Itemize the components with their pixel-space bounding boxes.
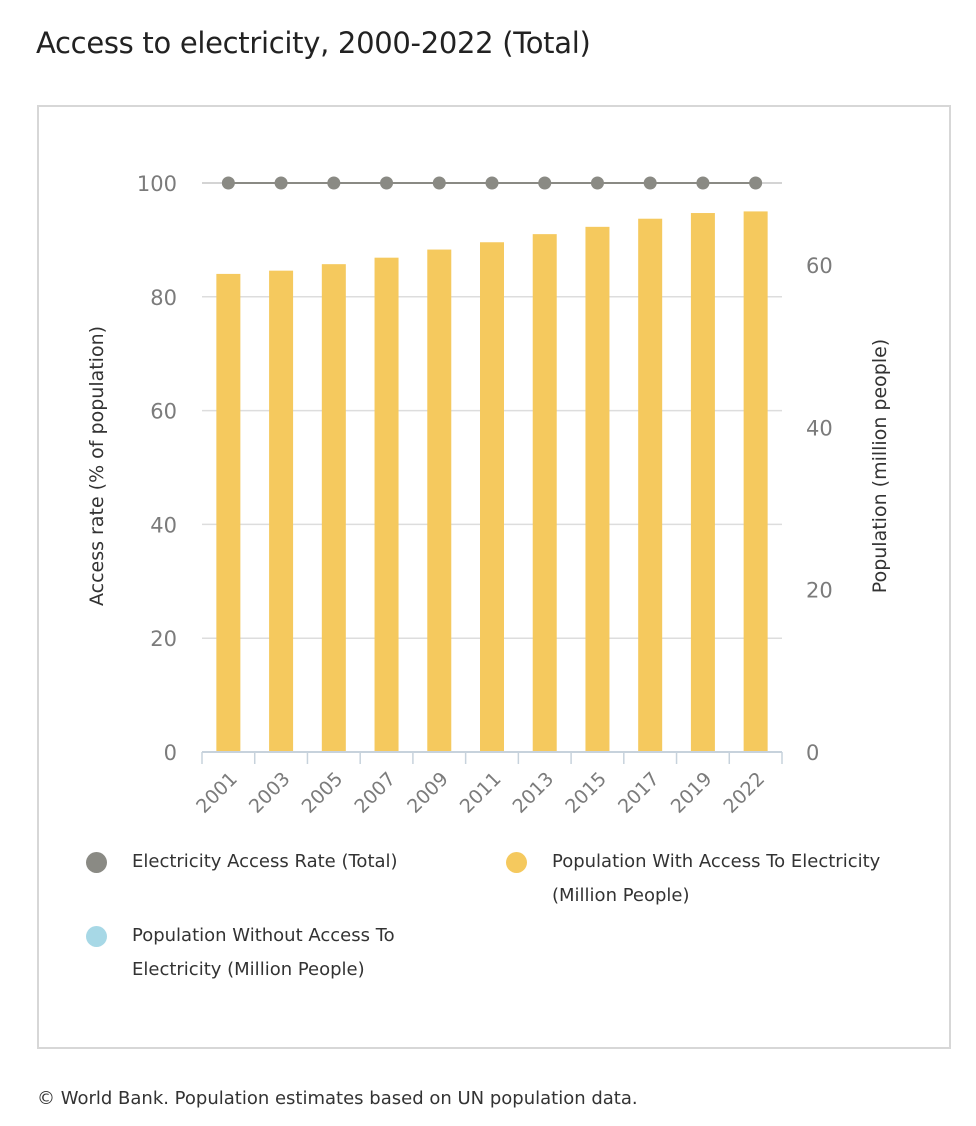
right-tick-label: 40 xyxy=(806,416,833,440)
chart-frame xyxy=(37,105,951,1049)
bar-population-with-access xyxy=(374,257,399,752)
access-rate-point xyxy=(274,176,288,190)
right-tick-label: 20 xyxy=(806,579,833,603)
bar-population-with-access xyxy=(585,226,610,752)
legend-marker-access-rate xyxy=(86,852,107,873)
chart: 0 20 40 60 80 100 0 20 40 60 2001 2003 2005 2007 200… xyxy=(86,172,891,818)
bar-population-with-access xyxy=(321,264,346,752)
access-rate-point xyxy=(485,176,499,190)
access-rate-point xyxy=(749,176,763,190)
left-tick-label: 0 xyxy=(164,741,177,765)
x-tick-label: 2011 xyxy=(456,768,506,818)
access-rate-point xyxy=(590,176,604,190)
access-rate-point xyxy=(643,176,657,190)
x-axis: 2001 2003 2005 2007 2009 2011 2013 2015 2017 2019… xyxy=(192,751,783,818)
bar-population-with-access xyxy=(690,213,715,752)
x-tick-label: 2005 xyxy=(298,768,348,818)
left-tick-label: 60 xyxy=(150,400,177,424)
legend-item-with-access[interactable]: Population With Access To Electricity (M… xyxy=(506,851,897,913)
legend-label-with-access: Population With Access To Electricity (M… xyxy=(552,851,881,906)
left-tick-label: 40 xyxy=(150,513,177,537)
bar-population-with-access xyxy=(638,218,663,752)
bar-population-with-access xyxy=(216,273,241,752)
bar-population-with-access xyxy=(269,270,294,752)
left-tick-label: 20 xyxy=(150,627,177,651)
legend-item-access-rate[interactable]: Electricity Access Rate (Total) xyxy=(86,851,432,879)
bar-population-with-access xyxy=(480,242,504,753)
x-tick-label: 2001 xyxy=(192,768,242,818)
legend-marker-without-access xyxy=(86,926,107,947)
x-tick-label: 2015 xyxy=(561,768,611,818)
left-tick-label: 100 xyxy=(137,172,177,196)
page-title: Access to electricity, 2000-2022 (Total) xyxy=(36,26,591,60)
x-tick-label: 2019 xyxy=(667,768,717,818)
access-rate-point xyxy=(538,176,552,190)
access-rate-point xyxy=(221,176,235,190)
legend-label-access-rate: Electricity Access Rate (Total) xyxy=(132,851,398,872)
x-tick-label: 2022 xyxy=(719,768,769,818)
source-note: © World Bank. Population estimates based… xyxy=(37,1088,638,1109)
legend-label-without-access: Population Without Access To Electricity… xyxy=(132,925,395,980)
access-rate-point xyxy=(380,176,394,190)
bar-population-with-access xyxy=(743,211,768,752)
right-tick-label: 0 xyxy=(806,741,819,765)
bar-population-with-access xyxy=(532,234,557,752)
x-tick-label: 2009 xyxy=(403,768,453,818)
x-tick-label: 2007 xyxy=(350,768,400,818)
left-tick-label: 80 xyxy=(150,286,177,310)
legend-item-without-access[interactable]: Population Without Access To Electricity… xyxy=(86,925,422,987)
right-tick-label: 60 xyxy=(806,254,833,278)
right-axis-title: Population (million people) xyxy=(869,339,891,593)
left-axis-title: Access rate (% of population) xyxy=(86,326,108,606)
bars xyxy=(216,211,768,753)
x-tick-label: 2003 xyxy=(245,768,295,818)
x-tick-label: 2017 xyxy=(614,768,664,818)
access-rate-point xyxy=(696,176,710,190)
access-rate-point xyxy=(327,176,341,190)
access-rate-point xyxy=(432,176,446,190)
right-axis-ticks: 0 20 40 60 xyxy=(806,254,833,765)
access-rate-series xyxy=(202,176,782,190)
legend-marker-with-access xyxy=(506,852,527,873)
left-axis-ticks: 0 20 40 60 80 100 xyxy=(137,172,177,765)
x-tick-label: 2013 xyxy=(509,768,559,818)
bar-population-with-access xyxy=(427,249,452,752)
